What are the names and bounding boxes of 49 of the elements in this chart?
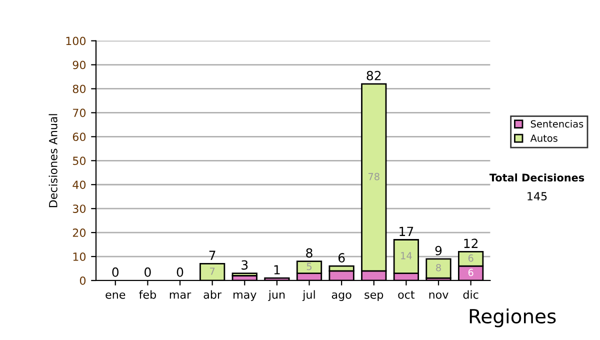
y-tick-label: 20 (72, 228, 86, 237)
x-tick-label: abr (204, 290, 222, 299)
total-label: 7 (209, 250, 216, 260)
total-label: 0 (112, 267, 119, 277)
total-label: 82 (366, 70, 381, 80)
total-label: 0 (144, 267, 151, 277)
y-tick-label: 10 (73, 252, 86, 261)
total-label: 0 (176, 267, 184, 277)
text: Regiones (470, 308, 556, 328)
data-label: 6 (468, 268, 474, 276)
y-tick-label: 90 (72, 60, 86, 70)
data-label: 8 (436, 264, 441, 272)
y-tick-label: 50 (72, 156, 86, 166)
total-label: 1 (274, 265, 280, 274)
total-label: 3 (242, 260, 248, 270)
y-tick-label: 0 (80, 276, 86, 285)
annotation: Total Decisiones (489, 173, 584, 182)
y-tick-label: 100 (66, 36, 86, 46)
x-tick-label: feb (139, 290, 156, 299)
x-tick-label: jul (302, 290, 315, 301)
y-tick-label: 80 (72, 84, 86, 94)
data-label: 14 (401, 252, 412, 260)
y-tick-label: 70 (73, 108, 86, 118)
x-tick-label: ago (332, 292, 352, 301)
legend-label: Sentencias (530, 120, 584, 128)
x-tick-label: ene (106, 292, 126, 299)
x-tick-label: sep (364, 292, 384, 301)
text: 145 (528, 192, 547, 200)
x-tick-label: may (234, 292, 256, 301)
data-label: 78 (368, 172, 380, 180)
total-label: 9 (435, 246, 442, 256)
total-label: 6 (338, 253, 345, 262)
total-label: 12 (464, 238, 478, 248)
data-label: 7 (210, 268, 215, 275)
legend-label: Autos (530, 134, 558, 142)
total-label: 8 (306, 248, 312, 258)
bar (232, 272, 258, 276)
y-tick-label: 60 (72, 132, 86, 142)
total-label: 17 (400, 226, 414, 236)
data-label: 5 (306, 262, 312, 270)
y-tick-label: 30 (72, 204, 86, 213)
data-label: 6 (468, 254, 474, 262)
x-tick-label: oct (398, 290, 415, 299)
x-tick-label: dic (463, 290, 478, 299)
x-tick-label: nov (429, 292, 448, 299)
x-tick-label: mar (170, 292, 192, 299)
y-tick-label: 40 (72, 180, 86, 189)
x-tick-label: jun (268, 290, 285, 301)
y-axis-title: Decisiones Anual (48, 114, 58, 208)
